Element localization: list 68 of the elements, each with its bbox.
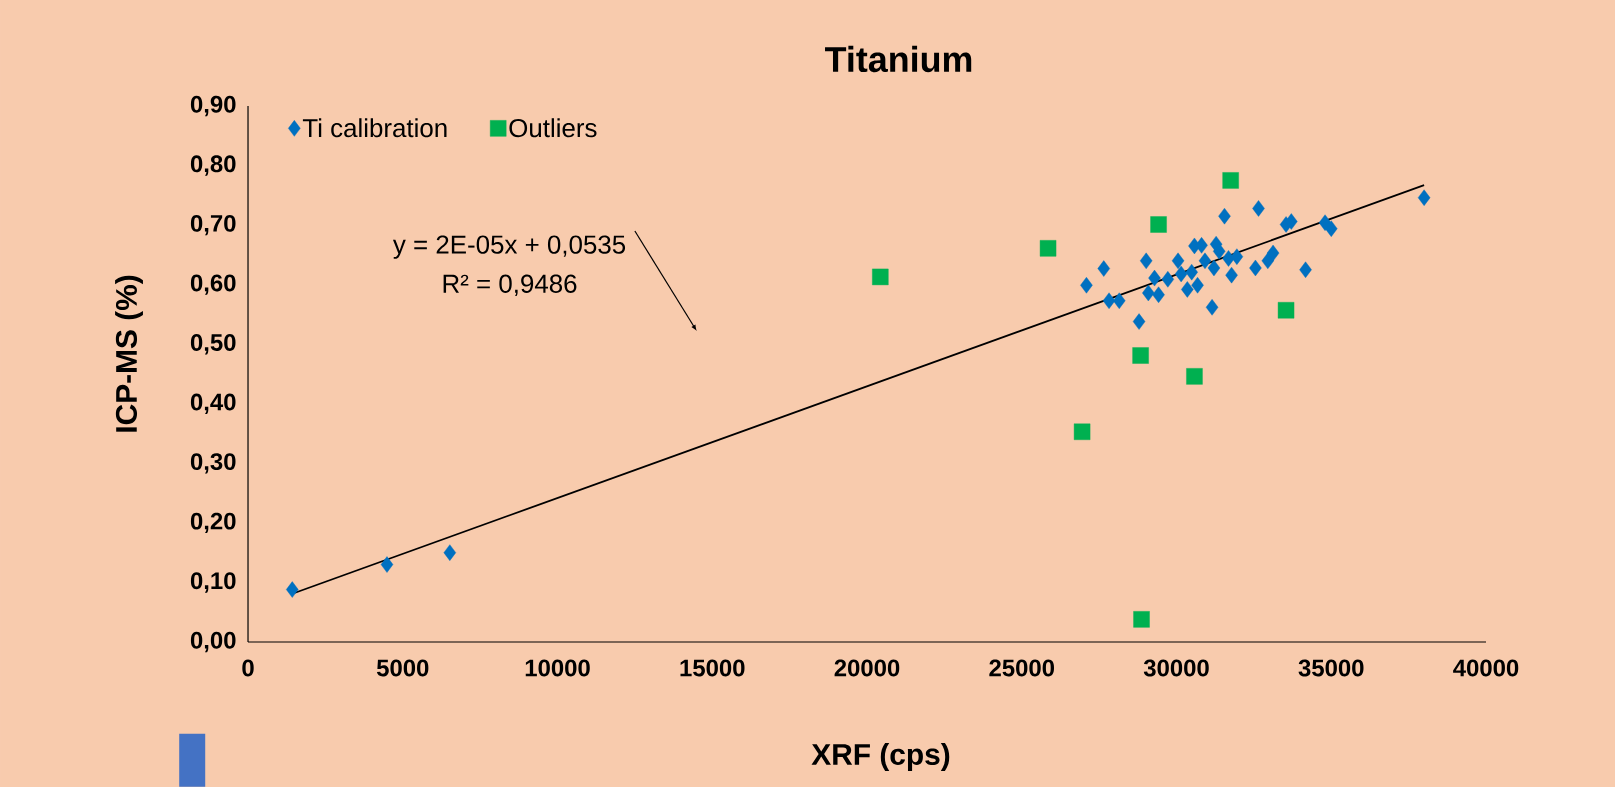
x-tick-label: 35000 <box>1298 659 1364 677</box>
point <box>1205 299 1219 316</box>
point <box>1132 347 1149 364</box>
point <box>1195 237 1208 254</box>
point <box>1148 269 1161 287</box>
point <box>1222 172 1239 189</box>
point <box>1152 286 1165 303</box>
point <box>1133 611 1150 628</box>
point <box>1277 302 1295 319</box>
x-tick-label: 10000 <box>525 659 590 677</box>
point <box>286 581 299 598</box>
y-tick-label: 0,60 <box>190 274 236 295</box>
point <box>1139 252 1153 270</box>
point <box>1299 261 1312 278</box>
y-tick-label: 0,00 <box>190 631 236 653</box>
point <box>1150 216 1167 233</box>
point <box>1142 284 1155 302</box>
x-tick-label: 15000 <box>680 659 745 677</box>
y-tick-label: 0,50 <box>190 334 236 355</box>
point <box>1080 277 1093 294</box>
point <box>1185 263 1198 281</box>
y-tick-label: 0,80 <box>190 155 236 176</box>
point <box>1266 244 1280 262</box>
x-tick-label: 30000 <box>1143 659 1209 677</box>
y-tick-label: 0,70 <box>190 214 236 236</box>
point <box>1161 271 1175 288</box>
point <box>1113 292 1126 309</box>
y-tick-label: 0,10 <box>190 572 236 593</box>
annotation: y = 2E-05x + 0,0535 <box>392 235 626 259</box>
x-tick-label: 25000 <box>989 659 1054 677</box>
point <box>1218 207 1231 225</box>
y-tick-label: 0,30 <box>190 453 236 474</box>
y-axis-title: ICP-MS (%) <box>115 275 143 432</box>
point <box>1191 277 1204 294</box>
x-tick-label: 0 <box>242 659 254 677</box>
point <box>1252 200 1265 217</box>
point <box>1249 259 1262 277</box>
point <box>1325 220 1338 237</box>
point <box>1181 281 1194 298</box>
point <box>1198 252 1212 270</box>
point <box>1186 368 1203 385</box>
point <box>872 268 889 286</box>
point <box>1097 260 1110 277</box>
point <box>1285 213 1298 230</box>
point <box>1207 259 1221 277</box>
point <box>1230 248 1244 265</box>
point <box>1039 240 1057 257</box>
point <box>1417 189 1431 206</box>
x-tick-label: 20000 <box>834 659 900 677</box>
x-tick-label: 40000 <box>1453 659 1519 677</box>
y-tick-label: 0,90 <box>190 95 236 117</box>
legend-label: Ti calibration <box>302 118 447 138</box>
point <box>1171 252 1185 270</box>
point <box>443 544 457 561</box>
point <box>1132 313 1146 330</box>
x-axis-title: XRF (cps) <box>811 743 950 771</box>
y-tick-label: 0,20 <box>190 512 236 534</box>
point <box>1174 265 1188 283</box>
point <box>380 556 394 573</box>
chart-title: Titanium <box>825 45 972 73</box>
point <box>1073 423 1091 440</box>
annotation: R² = 0,9486 <box>443 274 577 296</box>
point <box>1225 266 1238 284</box>
legend-label: Outliers <box>509 118 597 138</box>
point <box>1213 243 1226 260</box>
x-tick-label: 5000 <box>376 659 429 677</box>
y-tick-label: 0,40 <box>190 393 236 414</box>
point <box>1102 292 1116 309</box>
